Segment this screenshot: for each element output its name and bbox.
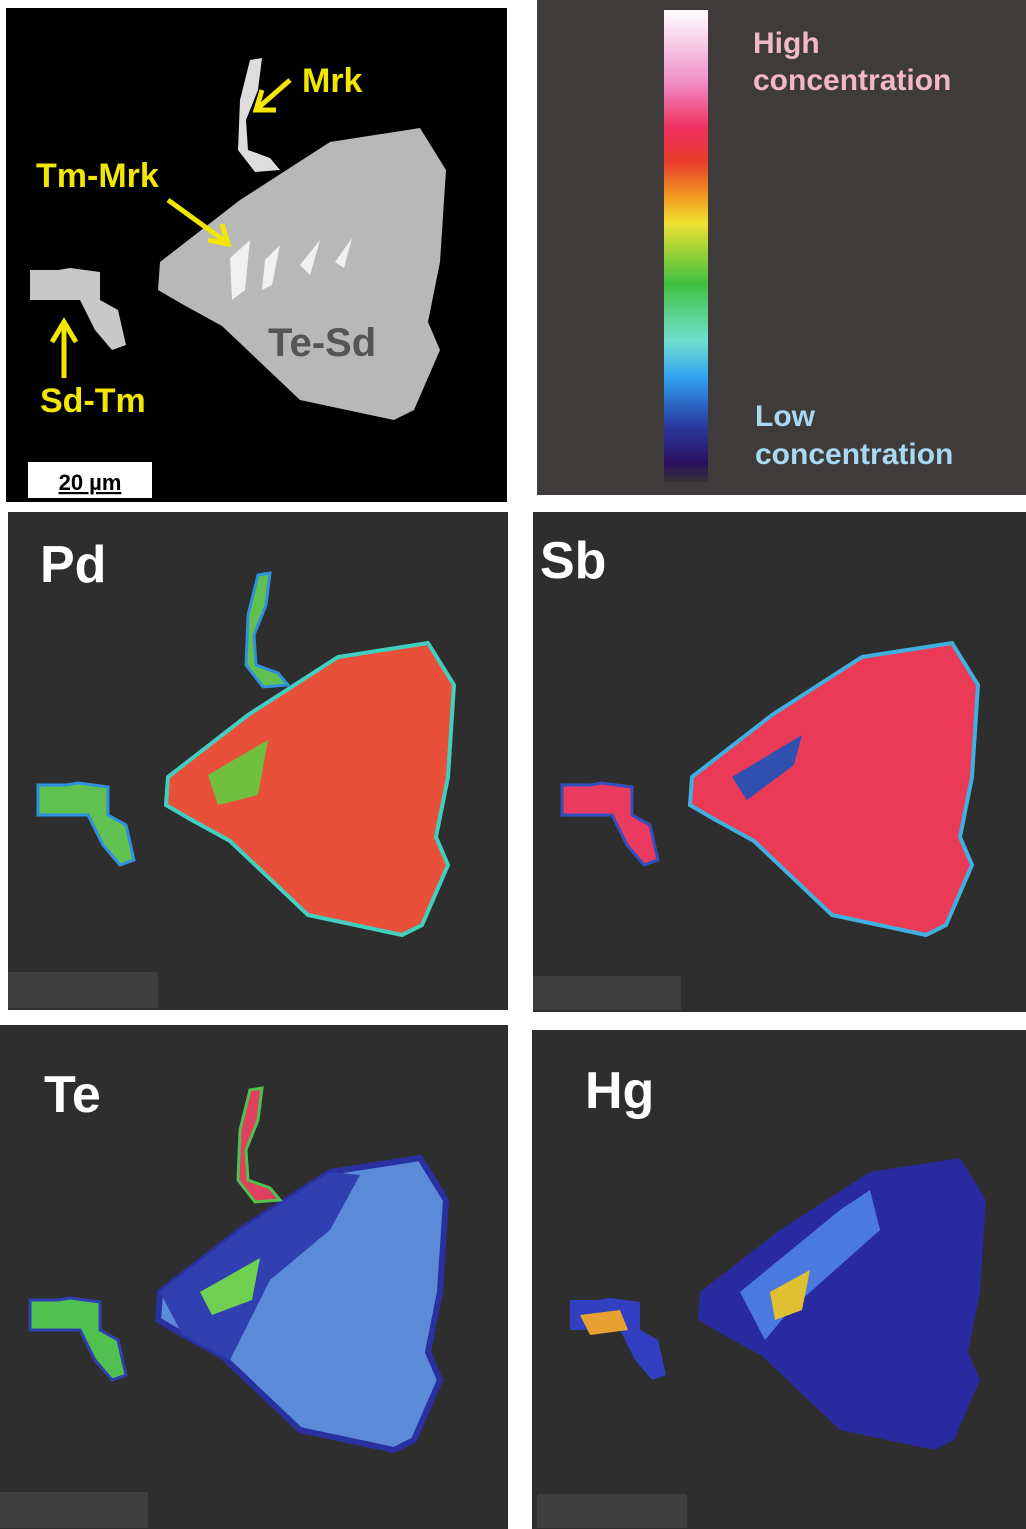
hg-panel: Hg [532, 1030, 1026, 1529]
legend-low: Low [755, 400, 816, 433]
legend-high: concentration [753, 64, 951, 97]
legend-panel: High concentration Low concentration [537, 0, 1026, 495]
element-label: Pd [40, 536, 106, 594]
label: Tm-Mrk [36, 157, 159, 195]
info-box [533, 976, 681, 1010]
pd-panel: Pd [8, 512, 508, 1010]
element-label: Hg [585, 1062, 654, 1120]
bse-panel: Mrk Tm-Mrk Sd-Tm Te-Sd 20 µm [6, 8, 507, 502]
scale-bar: 20 µm [59, 470, 122, 495]
info-box [0, 1492, 148, 1528]
label: Te-Sd [268, 321, 376, 365]
info-box [8, 972, 158, 1008]
info-box [537, 1494, 687, 1528]
label: Sd-Tm [40, 382, 146, 420]
legend-low: concentration [755, 438, 953, 471]
te-panel: Te [0, 1025, 508, 1529]
color-scale [664, 10, 708, 482]
figure: Mrk Tm-Mrk Sd-Tm Te-Sd 20 µm High concen… [0, 0, 1026, 1529]
legend-high: High [753, 27, 820, 60]
sb-panel: Sb [533, 512, 1026, 1012]
element-label: Sb [540, 532, 606, 590]
element-label: Te [44, 1066, 101, 1124]
label: Mrk [302, 62, 363, 100]
